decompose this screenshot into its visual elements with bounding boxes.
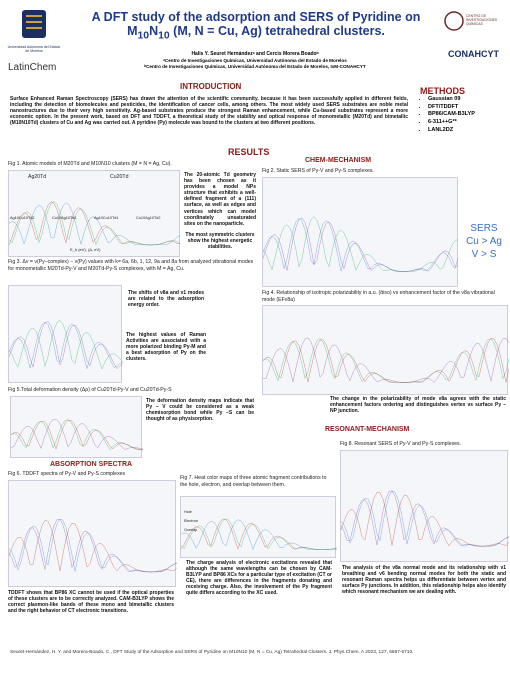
method: 6-311++G** (428, 119, 475, 127)
result-text: The highest values of Raman Activities a… (126, 332, 206, 363)
figure-art (180, 518, 338, 551)
figure-curve (8, 201, 180, 246)
figure-label: Cu10Ag10Td2 (136, 216, 161, 220)
result-text: The shifts of ν8a and ν1 modes are relat… (128, 290, 204, 309)
intro-text: Surface Enhanced Raman Spectroscopy (SER… (10, 96, 408, 127)
note-line: Cu > Ag (466, 236, 502, 247)
figure-curve (180, 518, 338, 550)
figure-label: Ag20Td (28, 174, 47, 180)
method: Gaussian 09 (428, 96, 475, 104)
figure-curve (340, 492, 510, 547)
figure-caption: Fig 1. Atomic models of M20Td and M10N10… (8, 161, 172, 167)
figure-label: Cu10Ag10Td1 (52, 216, 77, 220)
figure-curve (262, 217, 459, 272)
row-label: Electron (184, 519, 198, 523)
figure-art (262, 216, 459, 272)
figure-curve (340, 490, 510, 547)
method: BP86/CAM-B3LYP (428, 111, 475, 119)
figure-caption: Fig 5.Total deformation density (Δρ) of … (8, 387, 172, 393)
method: LANL2DZ (428, 127, 475, 135)
latinchem-logo: LatinChem (8, 62, 57, 73)
note-line: SERS (470, 223, 498, 234)
figure-6 (8, 480, 178, 587)
section-heading: RESULTS (228, 147, 270, 157)
citation: Seuret-Hernández, H. Y. and Morera-Boado… (10, 650, 414, 655)
result-text: TDDFT shows that BP86 XC cannot be used … (8, 590, 174, 615)
figure-art (262, 337, 510, 383)
figure-curve (262, 216, 459, 272)
figure-curve (180, 518, 338, 550)
figure-label: Ag10Cu10Td2 (10, 216, 35, 220)
authors: Halis Y. Seuret Hernándezᵃ and Cercis Mo… (191, 51, 319, 57)
section-heading: METHODS (420, 86, 465, 96)
uaem-logo (22, 10, 46, 38)
result-text: The change in the polarizability of mode… (330, 396, 506, 415)
ciq-logo (444, 11, 464, 31)
conahcyt-logo: CONAHCYT (448, 49, 499, 59)
figure-caption: Fig 7. Heat color maps of three atomic f… (180, 475, 327, 488)
figure-art (8, 201, 181, 246)
figure-label: Cu20Td (110, 174, 129, 180)
figure-curve (8, 201, 181, 246)
figure-label: E_b (eV), (Δ, eV) (70, 247, 101, 252)
figure-label: Hole Electron Overlap (184, 508, 198, 535)
method: DFT/TDDFT (428, 104, 475, 112)
figure-label: Ag10Cu10Td1 (94, 216, 119, 220)
figure-curve (262, 338, 510, 383)
result-text: The deformation density maps indicate th… (146, 398, 254, 423)
affiliation: ᵇCentro de Investigaciones Químicas, Uni… (144, 64, 366, 69)
figure-curve (262, 338, 510, 383)
note-line: V > S (471, 249, 497, 260)
methods-list: Gaussian 09DFT/TDDFTBP86/CAM-B3LYP6-311+… (416, 96, 475, 134)
figure-curve (8, 520, 178, 573)
result-text: The charge analysis of electronic excita… (186, 560, 332, 597)
figure-2 (262, 177, 459, 287)
figure-art (8, 518, 178, 573)
result-text: The most symmetric clusters show the hig… (185, 232, 255, 251)
figure-curve (262, 218, 459, 272)
figure-curve (340, 490, 510, 547)
figure-caption: Fig 6. TDDFT spectra of Py-V and Py-S co… (8, 471, 126, 477)
figure-curve (8, 518, 178, 573)
row-label: Hole (184, 510, 192, 514)
section-heading: CHEM-MECHANISM (305, 157, 372, 164)
figure-curve (8, 320, 124, 370)
uaem-name: Universidad Autónoma del Estado de Morel… (7, 45, 61, 53)
figure-curve (10, 418, 144, 450)
figure-7 (180, 496, 338, 558)
figure-caption: Fig 8. Resonant SERS of Py-V and Py-S co… (340, 441, 462, 447)
figure-curve (8, 518, 178, 573)
figure-art (10, 418, 144, 451)
figure-curve (262, 337, 510, 383)
affiliation: ᵃCentro de Investigaciones Químicas, Uni… (163, 58, 347, 63)
figure-curve (8, 321, 124, 370)
figure-1 (8, 170, 181, 257)
row-label: Overlap (184, 528, 198, 532)
figure-5 (10, 396, 144, 458)
figure-curve (10, 419, 144, 450)
figure-8 (340, 450, 510, 562)
figure-curve (8, 202, 181, 246)
figure-art (340, 490, 510, 547)
figure-caption: Fig 3. Δν = ν(Py–complex) − ν(Py) values… (8, 259, 254, 272)
figure-3 (8, 285, 124, 383)
figure-caption: Fig 2. Static SERS of Py-V and Py-S comp… (262, 168, 374, 174)
figure-curve (180, 519, 338, 551)
section-heading: ABSORPTION SPECTRA (50, 461, 133, 468)
section-heading: INTRODUCTION (180, 82, 242, 91)
title: A DFT study of the adsorption and SERS o… (91, 10, 421, 42)
sers-note: SERS Cu > Ag V > S (462, 222, 506, 261)
figure-4 (262, 305, 510, 395)
result-text: The 20-atomic Td geometry has been chose… (184, 172, 256, 227)
figure-curve (8, 321, 124, 370)
section-heading: RESONANT-MECHANISM (325, 426, 410, 433)
figure-curve (10, 419, 144, 451)
figure-caption: Fig 4. Relationship of isotropic polariz… (262, 290, 495, 303)
ciq-name: CENTRO DE INVESTIGACIONES QUÍMICAS (466, 14, 498, 26)
figure-art (8, 320, 124, 370)
result-text: The analysis of the ν8a normal mode and … (342, 565, 506, 596)
